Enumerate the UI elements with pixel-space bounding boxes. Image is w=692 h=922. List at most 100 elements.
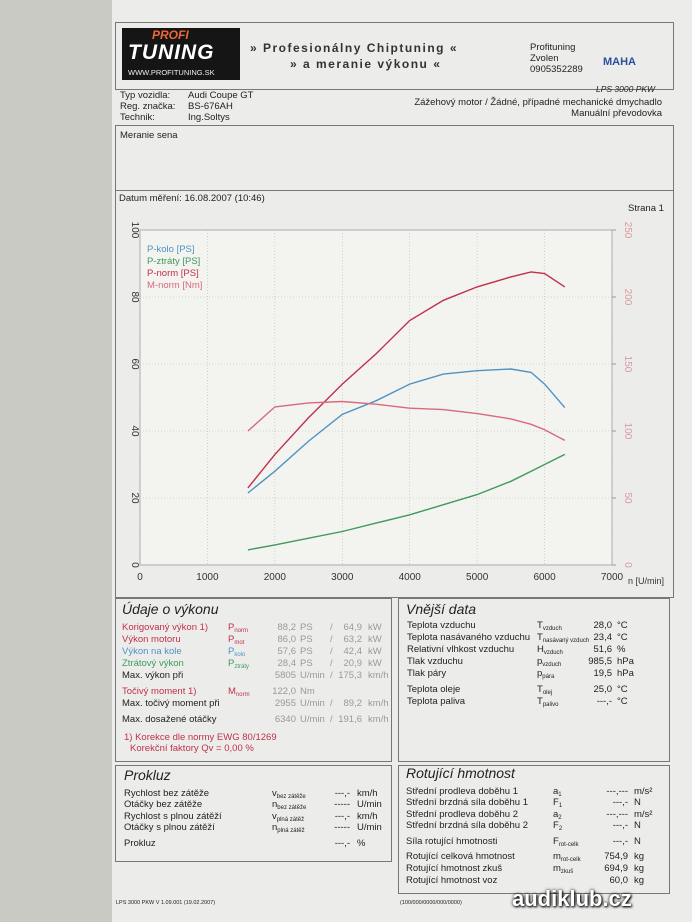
symbol-main: a bbox=[553, 809, 559, 820]
symbol-main: T bbox=[537, 696, 543, 707]
perf-unit: kW bbox=[368, 658, 382, 669]
rot-label: Střední prodleva doběhu 2 bbox=[406, 809, 518, 820]
engine-info: Manuální převodovka bbox=[571, 108, 662, 119]
symbol-sub: plná zátěž bbox=[277, 828, 305, 834]
symbol: mzkuš bbox=[553, 863, 573, 878]
perf-value: 2955 bbox=[274, 698, 296, 709]
perf-value: 63,2 bbox=[343, 634, 363, 645]
y-tick-label: 40 bbox=[129, 425, 140, 437]
model: LPS 3000 PKW bbox=[596, 84, 656, 94]
symbol-main: m bbox=[553, 851, 561, 862]
ext-unit: °C bbox=[617, 684, 628, 695]
ext-label: Tlak páry bbox=[407, 668, 447, 679]
perf-sep: / bbox=[330, 658, 333, 669]
contact-line: Profituning bbox=[530, 42, 576, 53]
x-tick-label: 5000 bbox=[466, 572, 489, 583]
symbol-sub: vzduch bbox=[543, 650, 563, 656]
rot-unit: m/s² bbox=[634, 809, 653, 820]
symbol-main: P bbox=[228, 622, 235, 633]
rot-value: ---,--- bbox=[606, 786, 628, 797]
page-number: Strana 1 bbox=[628, 203, 664, 214]
symbol-sub: 2 bbox=[558, 815, 562, 821]
slip-value: ---,- bbox=[334, 838, 350, 849]
rot-label: Rotující hmotnost voz bbox=[406, 875, 498, 886]
rot-value: 754,9 bbox=[604, 851, 628, 862]
perf-unit: km/h bbox=[368, 714, 389, 725]
rot-label: Rotující hmotnost zkuš bbox=[406, 863, 503, 874]
section-title: Údaje o výkonu bbox=[122, 601, 219, 617]
perf-value: 89,2 bbox=[343, 698, 363, 709]
y2-tick-label: 100 bbox=[622, 423, 633, 440]
slip-value: ---,- bbox=[334, 811, 350, 822]
perf-value: 88,2 bbox=[277, 622, 297, 633]
symbol-sub: norm bbox=[235, 692, 250, 698]
slip-unit: km/h bbox=[357, 811, 378, 822]
rotating-box bbox=[398, 765, 670, 894]
symbol-sub: zkuš bbox=[560, 869, 574, 875]
rot-unit: N bbox=[634, 836, 641, 847]
footer-code: (100/000/0000/000/0000) bbox=[400, 900, 462, 906]
symbol-main: F bbox=[553, 836, 559, 847]
vehicle-label: Typ vozidla: bbox=[120, 90, 171, 101]
ext-unit: °C bbox=[617, 696, 628, 707]
symbol: Pnorm bbox=[228, 622, 248, 637]
x-tick-label: 2000 bbox=[264, 572, 287, 583]
slip-unit: U/min bbox=[357, 822, 382, 833]
ext-value: 23,4 bbox=[593, 632, 613, 643]
series-line bbox=[247, 271, 566, 489]
perf-sep: / bbox=[330, 634, 333, 645]
symbol-main: F bbox=[553, 797, 559, 808]
slip-box bbox=[115, 765, 392, 862]
perf-note: Korekční faktory Qv = 0,00 % bbox=[130, 743, 254, 754]
perf-sep: / bbox=[330, 646, 333, 657]
perf-value: 20,9 bbox=[343, 658, 363, 669]
symbol: Pztráty bbox=[228, 658, 249, 673]
slip-unit: U/min bbox=[357, 799, 382, 810]
perf-label: Ztrátový výkon bbox=[122, 658, 184, 669]
y-tick-label: 100 bbox=[129, 222, 140, 239]
logo-top: PROFI bbox=[152, 28, 189, 42]
rot-value: ---,--- bbox=[606, 809, 628, 820]
perf-value: 64,9 bbox=[343, 622, 363, 633]
symbol-sub: palivo bbox=[542, 702, 559, 708]
ext-label: Tlak vzduchu bbox=[407, 656, 463, 667]
symbol-main: p bbox=[537, 656, 543, 667]
logo-url: WWW.PROFITUNING.SK bbox=[128, 68, 215, 77]
symbol-main: F bbox=[553, 820, 559, 831]
x-tick-label: 6000 bbox=[533, 572, 556, 583]
x-tick-label: 1000 bbox=[196, 572, 219, 583]
y-tick-label: 80 bbox=[129, 291, 140, 303]
symbol-main: m bbox=[553, 863, 561, 874]
rot-label: Síla rotující hmotnosti bbox=[406, 836, 498, 847]
note-box bbox=[115, 125, 674, 190]
ext-label: Teplota oleje bbox=[407, 684, 461, 695]
symbol-main: n bbox=[272, 799, 278, 810]
perf-unit: PS bbox=[300, 622, 313, 633]
rot-unit: kg bbox=[634, 875, 645, 886]
rot-unit: N bbox=[634, 820, 641, 831]
symbol: a2 bbox=[553, 809, 562, 824]
footer-version: LPS 3000 PKW V 1.09.001 (19.02.2007) bbox=[116, 900, 216, 906]
symbol: Hvzduch bbox=[537, 644, 563, 659]
ext-label: Teplota vzduchu bbox=[407, 620, 476, 631]
perf-unit: U/min bbox=[300, 714, 325, 725]
note: Meranie sena bbox=[120, 130, 178, 141]
section-title: Vnější data bbox=[406, 601, 477, 617]
symbol-main: T bbox=[537, 684, 543, 695]
rot-label: Střední brzdná síla doběhu 2 bbox=[406, 820, 529, 831]
symbol: ppára bbox=[537, 668, 554, 683]
ext-unit: % bbox=[617, 644, 626, 655]
symbol-sub: bez zátěže bbox=[277, 805, 307, 811]
symbol-main: T bbox=[537, 620, 543, 631]
perf-unit: PS bbox=[300, 646, 313, 657]
ext-value: 985,5 bbox=[588, 656, 612, 667]
header-box bbox=[115, 22, 674, 90]
symbol-main: T bbox=[537, 632, 543, 643]
ext-label: Teplota paliva bbox=[407, 696, 466, 707]
rot-value: 60,0 bbox=[609, 875, 629, 886]
vehicle-value: Audi Coupe GT bbox=[188, 90, 254, 101]
symbol-sub: vzduch bbox=[542, 626, 562, 632]
symbol-sub: mot bbox=[234, 640, 245, 646]
x-tick-label: 4000 bbox=[399, 572, 422, 583]
perf-value: 28,4 bbox=[277, 658, 297, 669]
